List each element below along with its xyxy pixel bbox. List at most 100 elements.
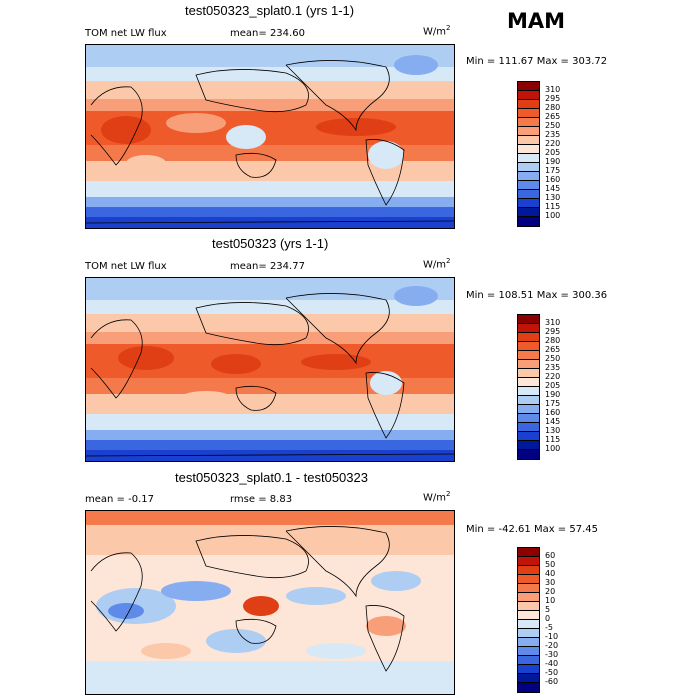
colorbar-tick: 265 [545,112,561,121]
panel3-mean-stat: mean = -0.17 [85,494,154,505]
panel1-mean-value: 234.60 [269,28,305,39]
panel3-colorbar-swatch [518,602,539,611]
panel1-colorbar-swatch [518,127,539,136]
panel1-colorbar [517,81,540,227]
colorbar-tick: 30 [545,578,556,587]
panel1-colorbar-swatch [518,163,539,172]
colorbar-tick: 160 [545,408,561,417]
colorbar-tick: 280 [545,336,561,345]
panel2-colorbar [517,314,540,460]
panel2-map-plot [86,278,454,461]
colorbar-tick: 130 [545,426,561,435]
panel2-title: test050323 (yrs 1-1) [212,236,329,251]
colorbar-tick: 60 [545,551,556,560]
season-label: MAM [507,9,566,33]
panel3-colorbar-swatch [518,584,539,593]
colorbar-tick: -5 [545,623,553,632]
colorbar-tick: 220 [545,139,561,148]
panel3-rmse-stat: rmse = 8.83 [230,494,292,505]
colorbar-tick: 190 [545,157,561,166]
panel3-colorbar [517,547,540,693]
colorbar-tick: 250 [545,121,561,130]
colorbar-tick: 0 [545,614,551,623]
panel1-mean-stat: mean= 234.60 [230,28,305,39]
panel3-colorbar-swatch [518,629,539,638]
panel1-colorbar-swatch [518,136,539,145]
colorbar-tick: 235 [545,130,561,139]
panel3-map-plot [86,511,454,694]
panel2-colorbar-swatch [518,441,539,450]
panel1-colorbar-swatch [518,91,539,100]
panel1-colorbar-swatch [518,145,539,154]
panel1-colorbar-swatch [518,208,539,217]
panel2-colorbar-swatch [518,342,539,351]
panel2-min-value: 108.51 [498,290,534,301]
colorbar-tick: 115 [545,202,561,211]
colorbar-tick: 100 [545,211,561,220]
panel3-colorbar-swatch [518,575,539,584]
colorbar-tick: 145 [545,184,561,193]
colorbar-tick: 145 [545,417,561,426]
panel2-colorbar-swatch [518,405,539,414]
panel2-colorbar-swatch [518,450,539,459]
panel1-colorbar-swatch [518,172,539,181]
panel1-mean-label: mean= [230,28,267,39]
colorbar-tick: 160 [545,175,561,184]
panel3-mean-label: mean = [85,494,125,505]
panel2-colorbar-swatch [518,423,539,432]
colorbar-tick: 40 [545,569,556,578]
panel1-max-value: 303.72 [572,56,608,67]
panel3-title: test050323_splat0.1 - test050323 [175,470,368,485]
panel2-colorbar-swatch [518,378,539,387]
colorbar-tick: 175 [545,399,561,408]
colorbar-tick: 10 [545,596,556,605]
panel1-colorbar-swatch [518,181,539,190]
panel2-colorbar-swatch [518,351,539,360]
colorbar-tick: 175 [545,166,561,175]
panel2-units: W/m2 [423,257,451,271]
panel1-colorbar-swatch [518,118,539,127]
colorbar-tick: 310 [545,85,561,94]
panel2-colorbar-swatch [518,333,539,342]
colorbar-tick: 265 [545,345,561,354]
panel3-colorbar-swatch [518,674,539,683]
panel1-title: test050323_splat0.1 (yrs 1-1) [185,3,355,18]
panel2-colorbar-swatch [518,396,539,405]
panel1-colorbar-swatch [518,154,539,163]
colorbar-tick: -40 [545,659,559,668]
panel2-minmax: Min = 108.51 Max = 300.36 [466,290,608,301]
colorbar-tick: 235 [545,363,561,372]
colorbar-tick: 50 [545,560,556,569]
panel2-colorbar-swatch [518,360,539,369]
panel1-map-plot [86,45,454,228]
panel1-minmax: Min = 111.67 Max = 303.72 [466,56,608,67]
panel3-colorbar-swatch [518,656,539,665]
panel2-map [85,277,455,462]
panel3-units: W/m2 [423,490,451,504]
colorbar-tick: -60 [545,677,559,686]
panel1-colorbar-swatch [518,217,539,226]
panel1-colorbar-swatch [518,190,539,199]
panel1-min-value: 111.67 [498,56,534,67]
colorbar-tick: 250 [545,354,561,363]
panel2-mean-value: 234.77 [269,261,305,272]
panel3-max-value: 57.45 [569,524,598,535]
panel2-colorbar-swatch [518,324,539,333]
panel1-colorbar-swatch [518,109,539,118]
panel3-rmse-value: 8.83 [269,494,293,505]
panel3-colorbar-swatch [518,665,539,674]
panel2-colorbar-swatch [518,315,539,324]
panel3-minmax: Min = -42.61 Max = 57.45 [466,524,598,535]
colorbar-tick: -20 [545,641,559,650]
panel1-units: W/m2 [423,24,451,38]
panel3-colorbar-swatch [518,566,539,575]
colorbar-tick: 20 [545,587,556,596]
panel3-min-value: -42.61 [498,524,531,535]
colorbar-tick: 310 [545,318,561,327]
colorbar-tick: 280 [545,103,561,112]
colorbar-tick: -30 [545,650,559,659]
colorbar-tick: 100 [545,444,561,453]
colorbar-tick: 130 [545,193,561,202]
panel1-colorbar-swatch [518,82,539,91]
colorbar-tick: -10 [545,632,559,641]
